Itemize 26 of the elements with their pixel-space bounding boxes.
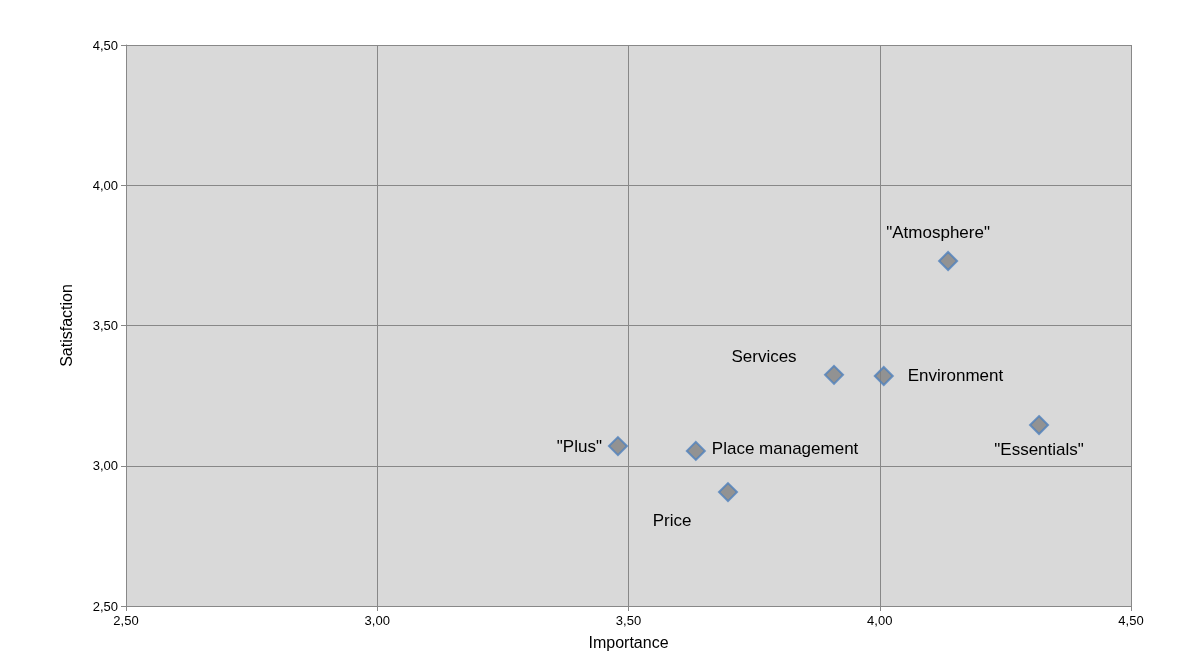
y-tick-label: 3,00 — [92, 458, 118, 474]
x-tick-label: 4,00 — [867, 613, 893, 628]
annotation: Place management — [711, 439, 859, 459]
point — [1029, 415, 1050, 436]
annotation: Price — [652, 510, 692, 530]
point — [717, 482, 738, 503]
point — [824, 364, 845, 385]
x-tick-label: 3,50 — [615, 613, 642, 628]
annotation: Environment — [907, 366, 1004, 386]
y-tick-label: 4,00 — [92, 177, 118, 193]
x-tick-label: 3,00 — [364, 613, 390, 628]
annotation: "Plus" — [556, 436, 602, 456]
annotation: "Atmosphere" — [886, 223, 990, 243]
y-axis-title: Satisfaction — [57, 284, 75, 367]
x-tick-label: 4,50 — [1118, 613, 1144, 628]
x-axis-title: Importance — [588, 633, 669, 651]
annotation: "Essentials" — [994, 439, 1084, 459]
x-tick-label: 2,50 — [113, 613, 139, 628]
y-tick-label: 4,50 — [92, 37, 118, 53]
point — [873, 365, 894, 386]
point — [685, 440, 706, 461]
point — [607, 436, 628, 457]
y-tick-label: 3,50 — [92, 318, 118, 333]
y-tick-label: 2,50 — [92, 598, 118, 614]
annotation: Services — [731, 347, 797, 367]
point — [938, 250, 959, 271]
